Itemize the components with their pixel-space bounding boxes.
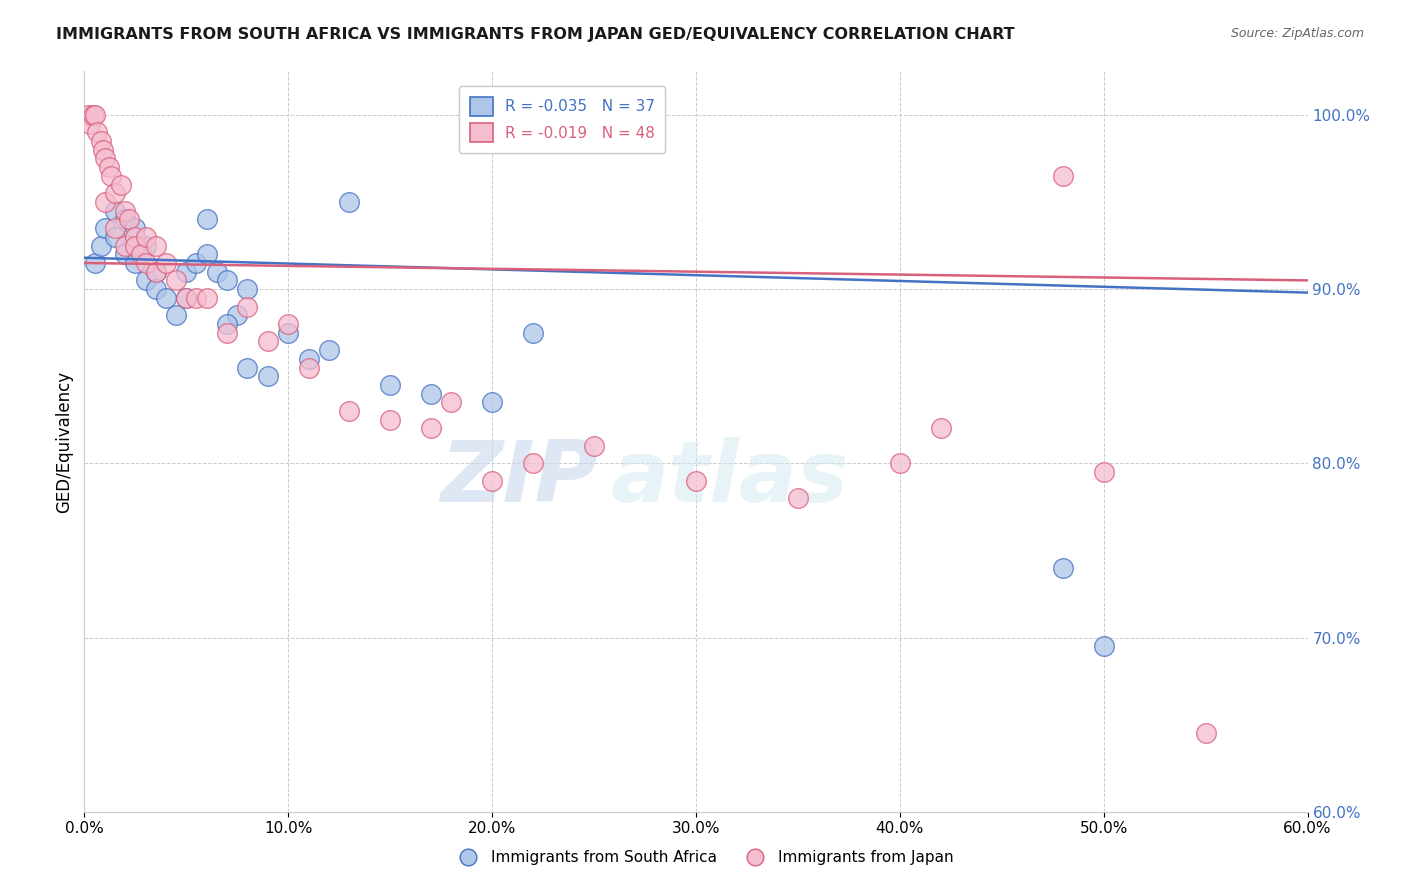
Text: Source: ZipAtlas.com: Source: ZipAtlas.com bbox=[1230, 27, 1364, 40]
Point bbox=[1092, 639, 1115, 653]
Point bbox=[155, 256, 177, 270]
Point bbox=[145, 282, 167, 296]
Point bbox=[380, 413, 402, 427]
Point bbox=[226, 308, 249, 322]
Point bbox=[217, 326, 239, 340]
Point bbox=[91, 143, 114, 157]
Point bbox=[93, 152, 115, 166]
Point bbox=[420, 386, 443, 401]
Point bbox=[174, 265, 197, 279]
Point bbox=[236, 300, 259, 314]
Point bbox=[93, 221, 115, 235]
Point bbox=[481, 474, 503, 488]
Point bbox=[257, 334, 280, 349]
Point bbox=[145, 265, 167, 279]
Point bbox=[114, 238, 136, 252]
Point bbox=[124, 221, 146, 235]
Point bbox=[889, 456, 911, 470]
Point bbox=[685, 474, 707, 488]
Point bbox=[298, 360, 321, 375]
Y-axis label: GED/Equivalency: GED/Equivalency bbox=[55, 370, 73, 513]
Point bbox=[83, 256, 105, 270]
Point bbox=[583, 439, 606, 453]
Point bbox=[174, 291, 197, 305]
Point bbox=[135, 273, 157, 287]
Point bbox=[339, 404, 361, 418]
Point bbox=[104, 221, 127, 235]
Point bbox=[110, 178, 132, 192]
Point bbox=[135, 230, 157, 244]
Point bbox=[79, 117, 101, 131]
Point bbox=[277, 326, 299, 340]
Text: IMMIGRANTS FROM SOUTH AFRICA VS IMMIGRANTS FROM JAPAN GED/EQUIVALENCY CORRELATIO: IMMIGRANTS FROM SOUTH AFRICA VS IMMIGRAN… bbox=[56, 27, 1015, 42]
Point bbox=[82, 108, 104, 122]
Point bbox=[90, 134, 112, 148]
Point bbox=[165, 308, 187, 322]
Point bbox=[124, 238, 146, 252]
Point bbox=[118, 212, 141, 227]
Point bbox=[1052, 561, 1074, 575]
Point bbox=[481, 395, 503, 409]
Point bbox=[440, 395, 463, 409]
Point bbox=[155, 291, 177, 305]
Point bbox=[787, 491, 810, 505]
Point bbox=[145, 238, 167, 252]
Point bbox=[104, 230, 127, 244]
Point bbox=[257, 369, 280, 384]
Point bbox=[174, 291, 197, 305]
Point bbox=[1052, 169, 1074, 183]
Point bbox=[195, 212, 218, 227]
Point bbox=[131, 247, 153, 261]
Point bbox=[100, 169, 122, 183]
Point bbox=[135, 256, 157, 270]
Point bbox=[86, 125, 108, 139]
Text: atlas: atlas bbox=[610, 437, 848, 520]
Point bbox=[114, 203, 136, 218]
Point bbox=[929, 421, 952, 435]
Point bbox=[217, 317, 239, 331]
Point bbox=[1092, 465, 1115, 479]
Point bbox=[298, 351, 321, 366]
Legend: R = -0.035   N = 37, R = -0.019   N = 48: R = -0.035 N = 37, R = -0.019 N = 48 bbox=[458, 87, 665, 153]
Point bbox=[124, 256, 146, 270]
Point bbox=[145, 265, 167, 279]
Point bbox=[124, 230, 146, 244]
Point bbox=[205, 265, 228, 279]
Point bbox=[195, 291, 218, 305]
Point bbox=[114, 212, 136, 227]
Legend: Immigrants from South Africa, Immigrants from Japan: Immigrants from South Africa, Immigrants… bbox=[447, 844, 959, 871]
Point bbox=[318, 343, 340, 357]
Point bbox=[186, 291, 208, 305]
Point bbox=[165, 273, 187, 287]
Point bbox=[186, 256, 208, 270]
Point bbox=[195, 247, 218, 261]
Point bbox=[236, 282, 259, 296]
Point bbox=[97, 160, 120, 174]
Point bbox=[93, 194, 115, 209]
Point bbox=[420, 421, 443, 435]
Point bbox=[522, 456, 544, 470]
Point bbox=[77, 108, 100, 122]
Point bbox=[83, 108, 105, 122]
Point bbox=[380, 378, 402, 392]
Point bbox=[104, 186, 127, 201]
Point bbox=[1195, 726, 1218, 740]
Point bbox=[236, 360, 259, 375]
Point bbox=[339, 194, 361, 209]
Point bbox=[135, 238, 157, 252]
Text: ZIP: ZIP bbox=[440, 437, 598, 520]
Point bbox=[114, 247, 136, 261]
Point bbox=[104, 203, 127, 218]
Point bbox=[90, 238, 112, 252]
Point bbox=[217, 273, 239, 287]
Point bbox=[522, 326, 544, 340]
Point bbox=[277, 317, 299, 331]
